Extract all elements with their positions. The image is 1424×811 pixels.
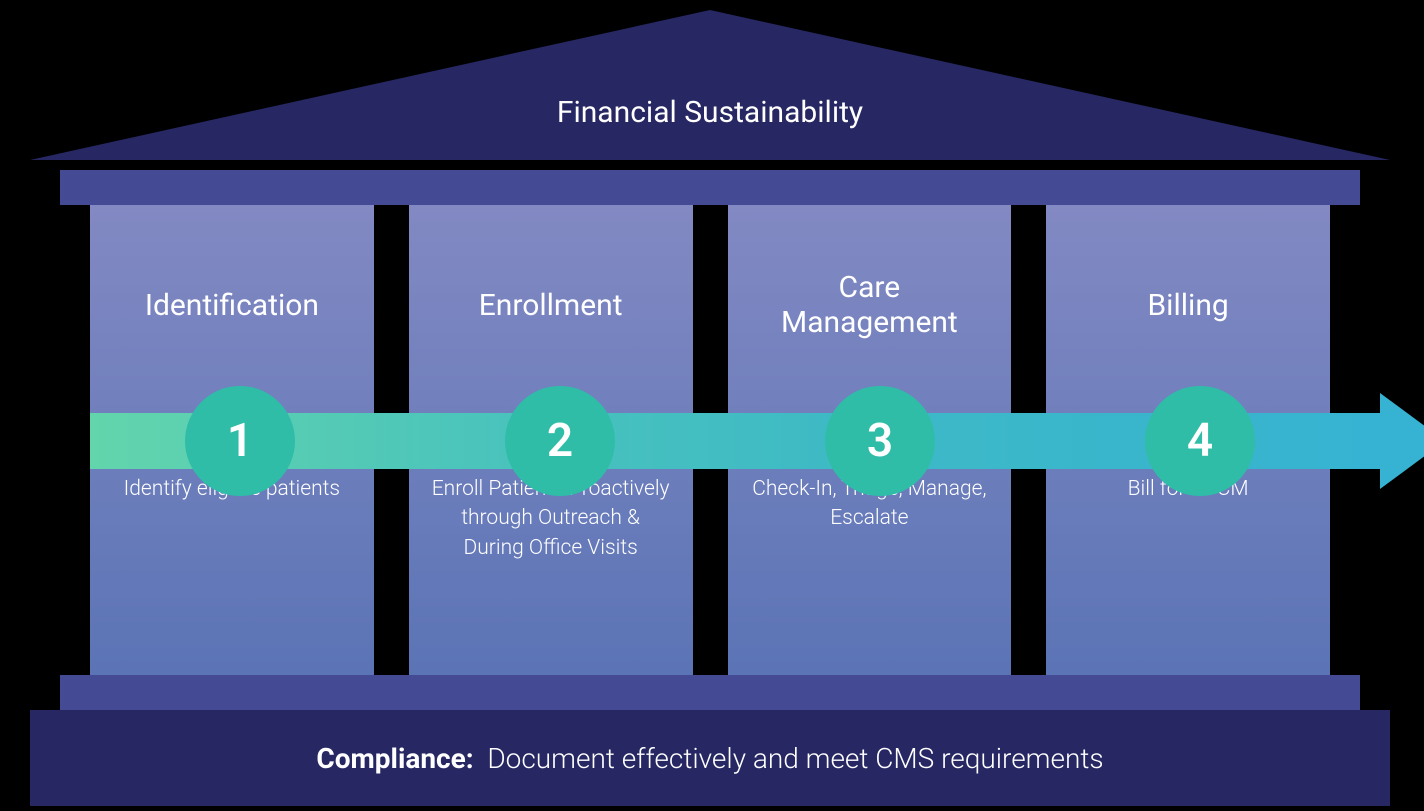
beam-top xyxy=(60,170,1360,205)
process-arrow: 1 2 3 4 xyxy=(90,393,1424,489)
foundation-body: Document effectively and meet CMS requir… xyxy=(487,742,1103,775)
arrow-head-icon xyxy=(1380,393,1424,489)
roof-shape xyxy=(30,10,1390,160)
pillar-title: Care Management xyxy=(748,265,992,345)
building-diagram: Financial Sustainability Identification … xyxy=(30,10,1390,160)
roof: Financial Sustainability xyxy=(30,10,1390,160)
roof-title: Financial Sustainability xyxy=(30,95,1390,130)
pillar-title: Identification xyxy=(145,265,319,345)
step-circle-1: 1 xyxy=(185,386,295,496)
pillar-title: Billing xyxy=(1147,265,1228,345)
step-circle-3: 3 xyxy=(825,386,935,496)
beam-bottom xyxy=(60,675,1360,710)
step-circle-2: 2 xyxy=(505,386,615,496)
foundation-bold: Compliance: xyxy=(316,742,473,775)
step-circle-4: 4 xyxy=(1145,386,1255,496)
foundation: Compliance: Document effectively and mee… xyxy=(30,710,1390,806)
pillar-title: Enrollment xyxy=(479,265,623,345)
